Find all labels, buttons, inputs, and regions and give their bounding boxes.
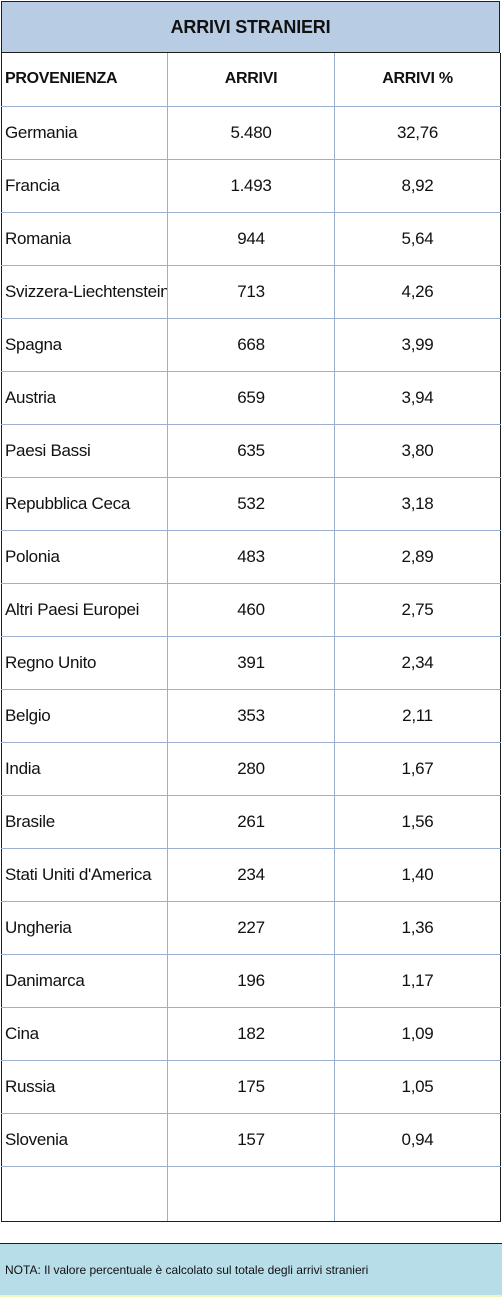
cell-arrivi-percent: 1,56 — [334, 795, 501, 849]
table-row: Altri Paesi Europei 460 2,75 — [1, 583, 501, 637]
bottom-strip — [0, 1295, 502, 1297]
table-row: Ungheria 227 1,36 — [1, 901, 501, 955]
cell-provenienza: Ungheria — [1, 901, 168, 955]
cell-arrivi: 944 — [167, 212, 335, 266]
cell-arrivi: 668 — [167, 318, 335, 372]
empty-cell — [1, 1166, 168, 1222]
column-header-arrivi: ARRIVI — [167, 53, 335, 107]
cell-provenienza: Francia — [1, 159, 168, 213]
cell-arrivi-percent: 1,40 — [334, 848, 501, 902]
table-row: Danimarca 196 1,17 — [1, 954, 501, 1008]
table-body: Germania 5.480 32,76 Francia 1.493 8,92 Romani… — [1, 106, 501, 1222]
cell-provenienza: Germania — [1, 106, 168, 160]
cell-arrivi: 353 — [167, 689, 335, 743]
table-row: Belgio 353 2,11 — [1, 689, 501, 743]
cell-arrivi-percent: 4,26 — [334, 265, 501, 319]
cell-provenienza: Polonia — [1, 530, 168, 584]
cell-arrivi: 234 — [167, 848, 335, 902]
cell-provenienza: Regno Unito — [1, 636, 168, 690]
cell-arrivi-percent: 2,89 — [334, 530, 501, 584]
cell-provenienza: India — [1, 742, 168, 796]
cell-arrivi: 280 — [167, 742, 335, 796]
table-row: Paesi Bassi 635 3,80 — [1, 424, 501, 478]
cell-arrivi: 182 — [167, 1007, 335, 1061]
cell-arrivi-percent: 0,94 — [334, 1113, 501, 1167]
cell-arrivi-percent: 32,76 — [334, 106, 501, 160]
cell-arrivi-percent: 1,67 — [334, 742, 501, 796]
cell-arrivi: 532 — [167, 477, 335, 531]
table-row: Brasile 261 1,56 — [1, 795, 501, 849]
cell-arrivi-percent: 3,18 — [334, 477, 501, 531]
table-row: Russia 175 1,05 — [1, 1060, 501, 1114]
table-row: India 280 1,67 — [1, 742, 501, 796]
cell-arrivi: 713 — [167, 265, 335, 319]
table-row: Repubblica Ceca 532 3,18 — [1, 477, 501, 531]
column-header-provenienza: PROVENIENZA — [1, 53, 168, 107]
cell-arrivi: 175 — [167, 1060, 335, 1114]
cell-arrivi: 157 — [167, 1113, 335, 1167]
cell-provenienza: Cina — [1, 1007, 168, 1061]
cell-provenienza: Slovenia — [1, 1113, 168, 1167]
cell-arrivi: 1.493 — [167, 159, 335, 213]
empty-cell — [167, 1166, 335, 1222]
column-header-arrivi-percent: ARRIVI % — [334, 53, 501, 107]
cell-arrivi-percent: 3,94 — [334, 371, 501, 425]
cell-provenienza: Belgio — [1, 689, 168, 743]
cell-arrivi-percent: 1,05 — [334, 1060, 501, 1114]
cell-provenienza: Austria — [1, 371, 168, 425]
table-row: Cina 182 1,09 — [1, 1007, 501, 1061]
cell-arrivi-percent: 1,36 — [334, 901, 501, 955]
cell-arrivi-percent: 1,09 — [334, 1007, 501, 1061]
cell-arrivi-percent: 3,80 — [334, 424, 501, 478]
cell-provenienza: Spagna — [1, 318, 168, 372]
cell-arrivi: 261 — [167, 795, 335, 849]
table-row: Romania 944 5,64 — [1, 212, 501, 266]
cell-provenienza: Danimarca — [1, 954, 168, 1008]
footnote: NOTA: Il valore percentuale è calcolato … — [0, 1243, 502, 1295]
cell-arrivi-percent: 8,92 — [334, 159, 501, 213]
cell-provenienza: Svizzera-Liechtenstein — [1, 265, 168, 319]
cell-provenienza: Russia — [1, 1060, 168, 1114]
cell-arrivi-percent: 2,11 — [334, 689, 501, 743]
cell-arrivi: 659 — [167, 371, 335, 425]
table-row: Germania 5.480 32,76 — [1, 106, 501, 160]
table-row: Polonia 483 2,89 — [1, 530, 501, 584]
arrivals-table: PROVENIENZA ARRIVI ARRIVI % Germania 5.48… — [1, 53, 501, 1222]
cell-provenienza: Stati Uniti d'America — [1, 848, 168, 902]
cell-arrivi: 391 — [167, 636, 335, 690]
cell-arrivi-percent: 1,17 — [334, 954, 501, 1008]
cell-provenienza: Altri Paesi Europei — [1, 583, 168, 637]
cell-arrivi: 635 — [167, 424, 335, 478]
table-row: Svizzera-Liechtenstein 713 4,26 — [1, 265, 501, 319]
table-row: Regno Unito 391 2,34 — [1, 636, 501, 690]
table-row: Francia 1.493 8,92 — [1, 159, 501, 213]
table-row: Slovenia 157 0,94 — [1, 1113, 501, 1167]
cell-provenienza: Repubblica Ceca — [1, 477, 168, 531]
table-row: Spagna 668 3,99 — [1, 318, 501, 372]
cell-arrivi-percent: 3,99 — [334, 318, 501, 372]
cell-arrivi: 227 — [167, 901, 335, 955]
empty-row — [1, 1166, 501, 1222]
cell-arrivi: 5.480 — [167, 106, 335, 160]
table-row: Stati Uniti d'America 234 1,40 — [1, 848, 501, 902]
cell-arrivi: 196 — [167, 954, 335, 1008]
empty-cell — [334, 1166, 501, 1222]
cell-arrivi-percent: 5,64 — [334, 212, 501, 266]
cell-arrivi-percent: 2,75 — [334, 583, 501, 637]
cell-arrivi: 483 — [167, 530, 335, 584]
table-row: Austria 659 3,94 — [1, 371, 501, 425]
header-row: PROVENIENZA ARRIVI ARRIVI % — [1, 53, 501, 107]
cell-arrivi-percent: 2,34 — [334, 636, 501, 690]
cell-arrivi: 460 — [167, 583, 335, 637]
cell-provenienza: Paesi Bassi — [1, 424, 168, 478]
table-title: ARRIVI STRANIERI — [1, 1, 500, 53]
cell-provenienza: Brasile — [1, 795, 168, 849]
cell-provenienza: Romania — [1, 212, 168, 266]
